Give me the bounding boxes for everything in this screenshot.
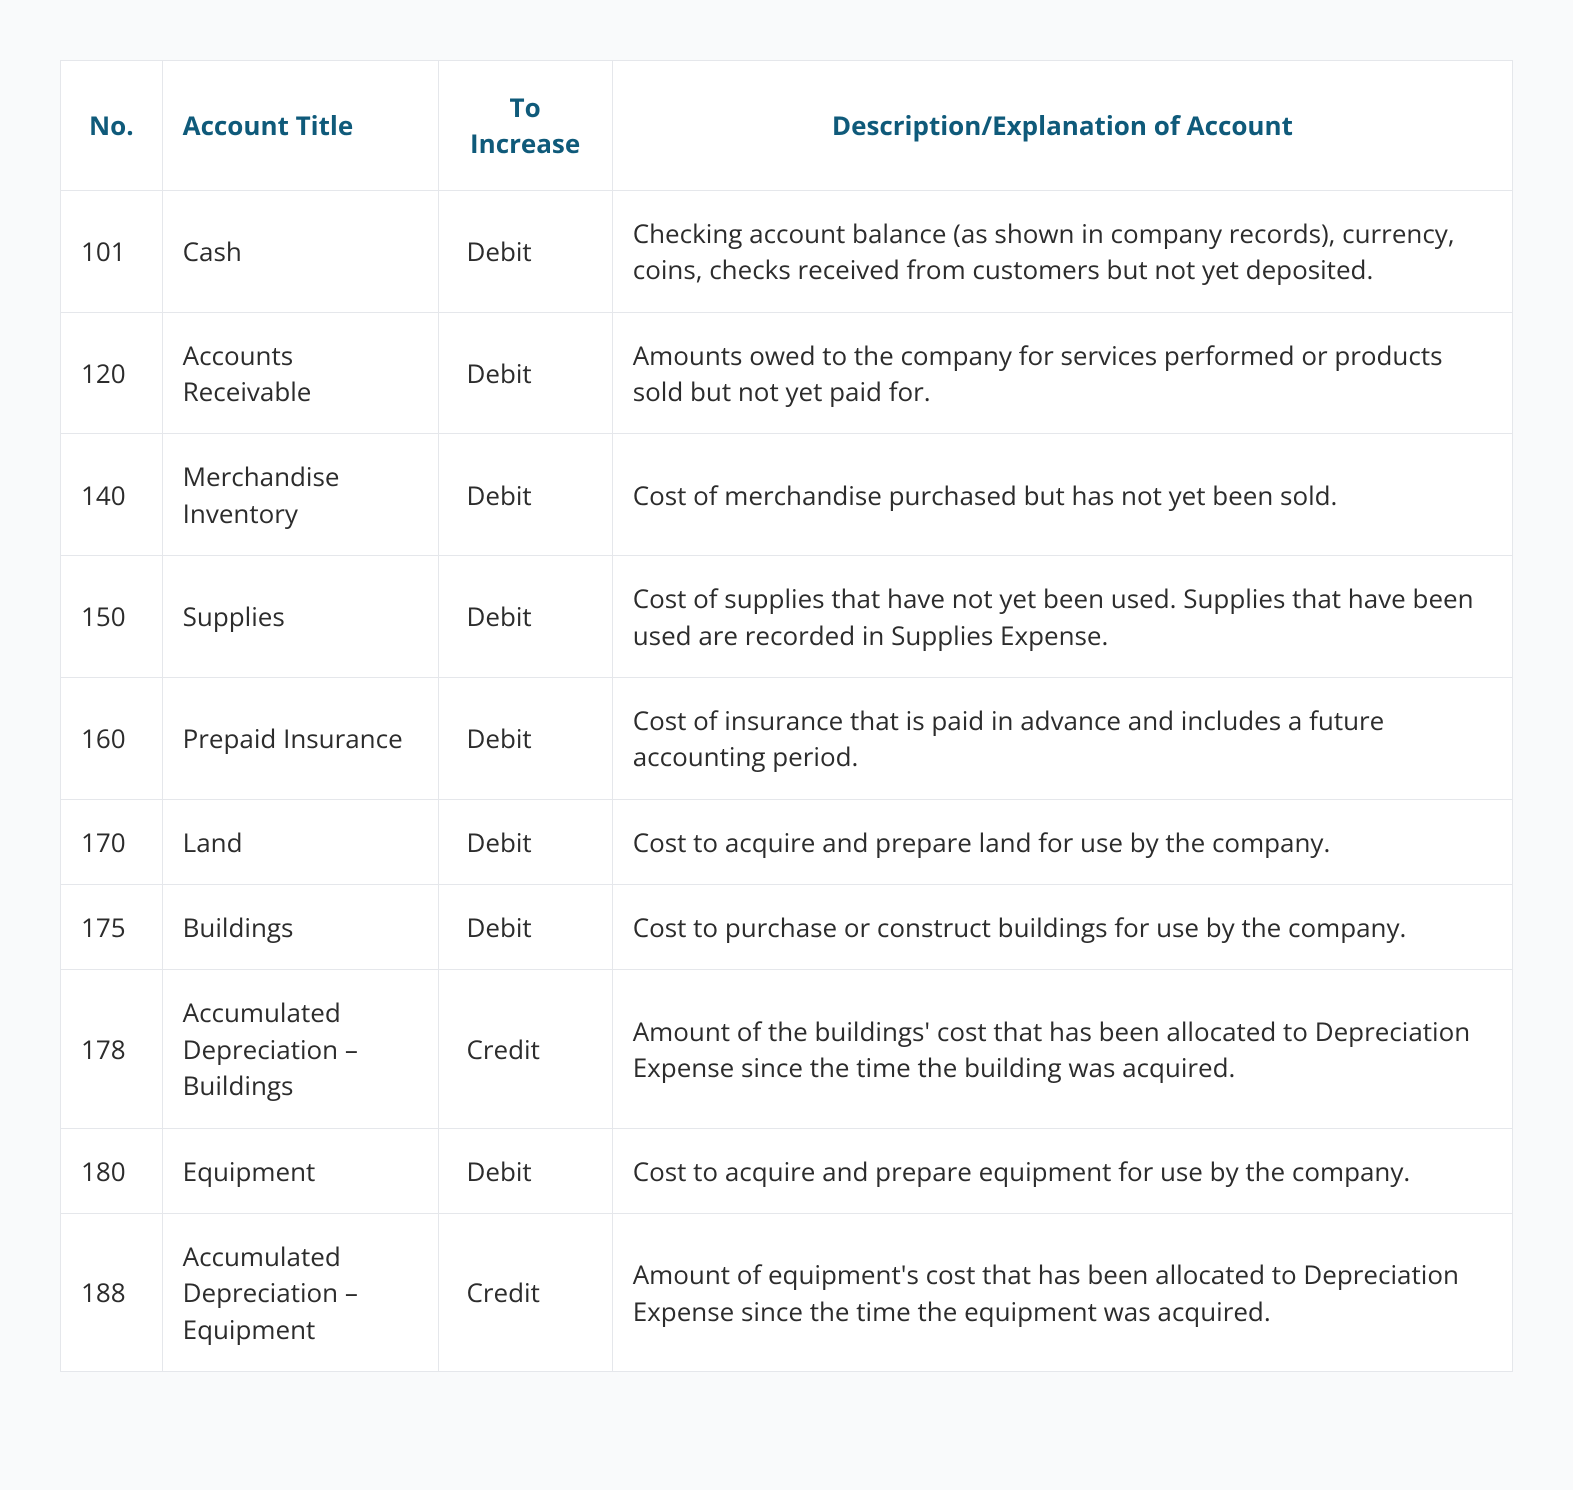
cell-title: Merchandise Inventory (162, 434, 438, 556)
cell-desc: Cost of insurance that is paid in advanc… (612, 677, 1512, 799)
table-row: 175BuildingsDebitCost to purchase or con… (61, 885, 1513, 970)
cell-increase: Credit (438, 970, 612, 1128)
cell-increase: Debit (438, 1128, 612, 1213)
cell-desc: Cost of merchandise purchased but has no… (612, 434, 1512, 556)
table-row: 101CashDebitChecking account balance (as… (61, 190, 1513, 312)
cell-no: 175 (61, 885, 163, 970)
cell-title: Accumulated Depreciation – Buildings (162, 970, 438, 1128)
cell-desc: Cost to acquire and prepare equipment fo… (612, 1128, 1512, 1213)
cell-title: Accounts Receivable (162, 312, 438, 434)
cell-no: 150 (61, 556, 163, 678)
cell-no: 160 (61, 677, 163, 799)
cell-desc: Cost of supplies that have not yet been … (612, 556, 1512, 678)
cell-title: Cash (162, 190, 438, 312)
cell-title: Accumulated Depreciation – Equipment (162, 1214, 438, 1372)
cell-increase: Credit (438, 1214, 612, 1372)
table-row: 160Prepaid InsuranceDebitCost of insuran… (61, 677, 1513, 799)
table-row: 188Accumulated Depreciation – EquipmentC… (61, 1214, 1513, 1372)
cell-title: Supplies (162, 556, 438, 678)
cell-title: Equipment (162, 1128, 438, 1213)
cell-desc: Amount of the buildings' cost that has b… (612, 970, 1512, 1128)
header-no: No. (61, 61, 163, 191)
cell-desc: Amount of equipment's cost that has been… (612, 1214, 1512, 1372)
cell-no: 188 (61, 1214, 163, 1372)
table-header-row: No. Account Title To Increase Descriptio… (61, 61, 1513, 191)
cell-increase: Debit (438, 556, 612, 678)
table-row: 178Accumulated Depreciation – BuildingsC… (61, 970, 1513, 1128)
cell-increase: Debit (438, 799, 612, 884)
header-desc: Description/Explanation of Account (612, 61, 1512, 191)
cell-title: Land (162, 799, 438, 884)
cell-increase: Debit (438, 677, 612, 799)
cell-desc: Amounts owed to the company for services… (612, 312, 1512, 434)
cell-increase: Debit (438, 434, 612, 556)
cell-desc: Cost to acquire and prepare land for use… (612, 799, 1512, 884)
cell-no: 178 (61, 970, 163, 1128)
table-row: 150SuppliesDebitCost of supplies that ha… (61, 556, 1513, 678)
accounts-table-container: No. Account Title To Increase Descriptio… (60, 60, 1513, 1372)
table-row: 120Accounts ReceivableDebitAmounts owed … (61, 312, 1513, 434)
cell-no: 180 (61, 1128, 163, 1213)
table-body: 101CashDebitChecking account balance (as… (61, 190, 1513, 1371)
header-title: Account Title (162, 61, 438, 191)
table-row: 140Merchandise InventoryDebitCost of mer… (61, 434, 1513, 556)
cell-no: 101 (61, 190, 163, 312)
table-row: 180EquipmentDebitCost to acquire and pre… (61, 1128, 1513, 1213)
cell-title: Prepaid Insurance (162, 677, 438, 799)
accounts-table: No. Account Title To Increase Descriptio… (60, 60, 1513, 1372)
cell-desc: Checking account balance (as shown in co… (612, 190, 1512, 312)
cell-desc: Cost to purchase or construct buildings … (612, 885, 1512, 970)
table-header: No. Account Title To Increase Descriptio… (61, 61, 1513, 191)
cell-no: 120 (61, 312, 163, 434)
cell-increase: Debit (438, 312, 612, 434)
table-row: 170LandDebitCost to acquire and prepare … (61, 799, 1513, 884)
cell-no: 140 (61, 434, 163, 556)
cell-title: Buildings (162, 885, 438, 970)
cell-increase: Debit (438, 885, 612, 970)
header-increase: To Increase (438, 61, 612, 191)
cell-no: 170 (61, 799, 163, 884)
cell-increase: Debit (438, 190, 612, 312)
